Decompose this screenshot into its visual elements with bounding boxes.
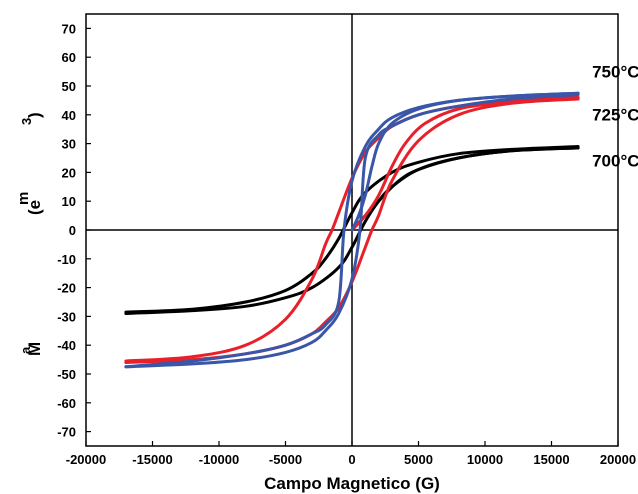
curve-label: 725°C [592,106,638,125]
y-tick-label: 60 [62,50,76,65]
y-axis-title: m (e 3 ) a M [15,112,44,356]
y-tick-label: 40 [62,108,76,123]
x-tick-label: -10000 [199,452,239,467]
x-tick-label: -5000 [269,452,302,467]
y-tick-label: -60 [57,396,76,411]
x-tick-label: 20000 [600,452,636,467]
y-tick-label: 0 [69,223,76,238]
series-700c-virgin-branch [350,146,580,232]
y-title-a: a [18,346,33,354]
y-tick-label: 20 [62,165,76,180]
y-title-m: m [15,192,32,205]
y-tick-label: 70 [62,21,76,36]
y-tick-label: 30 [62,137,76,152]
y-tick-label: -50 [57,367,76,382]
x-tick-label: 0 [348,452,355,467]
y-tick-label: 10 [62,194,76,209]
series-725c-virgin-branch [350,96,580,232]
y-title-e: (e [25,200,44,215]
curve-label: 700°C [592,152,638,171]
y-tick-label: -70 [57,425,76,440]
series-750c-virgin-branch [350,91,580,232]
y-tick-label: 50 [62,79,76,94]
series-750c-lower-branch [124,93,580,369]
x-tick-label: 10000 [467,452,503,467]
y-tick-label: -20 [57,281,76,296]
x-tick-label: 15000 [533,452,569,467]
x-axis-title: Campo Magnetico (G) [264,474,440,493]
y-tick-label: -40 [57,338,76,353]
hysteresis-curves [124,91,580,369]
y-title-paren: ) [25,112,44,118]
tick-marks [85,27,619,446]
y-title-M: M [25,342,44,356]
x-tick-label: -20000 [66,452,106,467]
y-tick-label: -10 [57,252,76,267]
x-tick-label: -15000 [132,452,172,467]
y-title-3: 3 [19,118,34,125]
tick-labels: -20000 -15000 -10000 -5000 0 5000 10000 15000 20… [57,21,636,467]
curve-labels: 750°C 725°C 700°C [592,62,638,170]
x-tick-label: 5000 [404,452,433,467]
curve-label: 750°C [592,62,638,81]
y-tick-label: -30 [57,309,76,324]
